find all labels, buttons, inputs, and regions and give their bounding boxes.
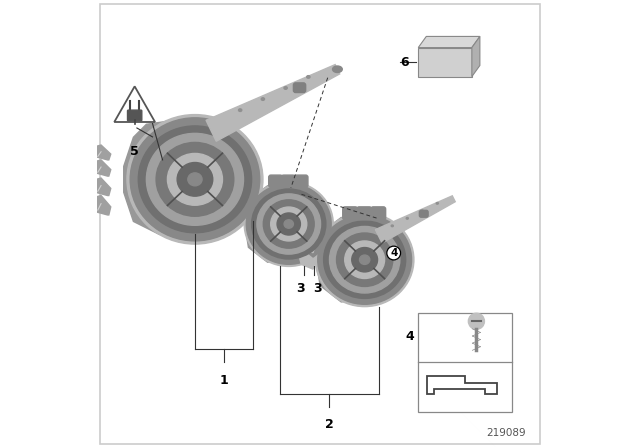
Text: 2: 2 [325,418,334,431]
Text: 4: 4 [390,248,397,258]
Ellipse shape [252,189,326,259]
FancyBboxPatch shape [371,207,386,220]
Circle shape [468,313,484,329]
FancyBboxPatch shape [357,207,372,220]
Ellipse shape [246,184,331,264]
Ellipse shape [391,225,394,227]
Text: 219089: 219089 [486,428,525,439]
Ellipse shape [138,126,252,233]
FancyBboxPatch shape [419,313,512,412]
Ellipse shape [330,226,400,293]
Ellipse shape [257,194,321,254]
FancyBboxPatch shape [419,211,428,217]
Polygon shape [206,65,340,141]
Ellipse shape [337,233,393,286]
FancyBboxPatch shape [293,83,306,93]
Text: 5: 5 [131,145,139,158]
Ellipse shape [271,207,307,241]
Ellipse shape [130,118,260,241]
Ellipse shape [307,76,310,78]
Ellipse shape [263,200,314,248]
Ellipse shape [421,210,423,211]
Ellipse shape [345,241,385,279]
Ellipse shape [177,163,212,196]
Ellipse shape [436,202,438,204]
Polygon shape [419,36,480,47]
Polygon shape [244,186,300,262]
Ellipse shape [318,215,412,304]
Polygon shape [124,121,175,234]
Polygon shape [90,160,111,176]
Polygon shape [376,196,455,243]
Ellipse shape [188,173,202,186]
Ellipse shape [360,255,370,264]
Ellipse shape [324,221,406,298]
Ellipse shape [147,134,243,225]
Ellipse shape [277,213,300,235]
Ellipse shape [284,220,293,228]
Ellipse shape [244,181,333,267]
Polygon shape [316,218,376,302]
Text: 3: 3 [296,282,305,295]
Polygon shape [472,36,480,77]
FancyBboxPatch shape [343,207,358,220]
Polygon shape [90,195,111,215]
Ellipse shape [239,109,242,112]
Ellipse shape [168,153,223,205]
FancyBboxPatch shape [127,110,142,121]
Ellipse shape [284,87,287,89]
Ellipse shape [316,213,414,306]
Polygon shape [299,255,316,269]
Ellipse shape [261,98,264,100]
Ellipse shape [352,248,378,272]
FancyBboxPatch shape [282,175,295,187]
FancyBboxPatch shape [419,47,472,77]
Text: 4: 4 [405,331,414,344]
FancyBboxPatch shape [294,175,308,187]
Ellipse shape [127,115,263,244]
Polygon shape [90,178,111,195]
Ellipse shape [333,66,342,73]
Text: 3: 3 [314,282,322,295]
Polygon shape [299,239,316,253]
Ellipse shape [156,142,234,216]
Text: 1: 1 [220,374,228,387]
FancyBboxPatch shape [269,175,282,187]
Polygon shape [90,145,111,160]
Ellipse shape [406,218,408,219]
Text: 6: 6 [401,56,410,69]
